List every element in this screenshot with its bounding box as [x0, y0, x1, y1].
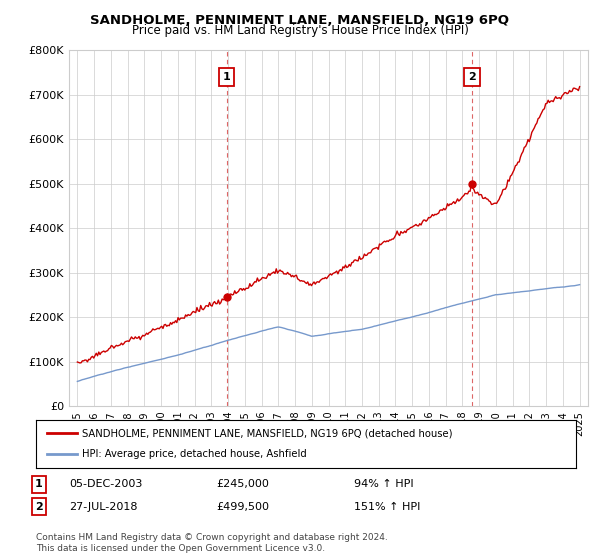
Text: 05-DEC-2003: 05-DEC-2003 — [69, 479, 142, 489]
Text: £245,000: £245,000 — [216, 479, 269, 489]
Text: 94% ↑ HPI: 94% ↑ HPI — [354, 479, 413, 489]
Text: 2: 2 — [468, 72, 476, 82]
Text: 1: 1 — [223, 72, 230, 82]
Text: Contains HM Land Registry data © Crown copyright and database right 2024.
This d: Contains HM Land Registry data © Crown c… — [36, 533, 388, 553]
Text: 27-JUL-2018: 27-JUL-2018 — [69, 502, 137, 512]
Text: £499,500: £499,500 — [216, 502, 269, 512]
Text: 1: 1 — [35, 479, 43, 489]
Text: 151% ↑ HPI: 151% ↑ HPI — [354, 502, 421, 512]
Text: HPI: Average price, detached house, Ashfield: HPI: Average price, detached house, Ashf… — [82, 449, 307, 459]
Text: 2: 2 — [35, 502, 43, 512]
Text: SANDHOLME, PENNIMENT LANE, MANSFIELD, NG19 6PQ: SANDHOLME, PENNIMENT LANE, MANSFIELD, NG… — [91, 14, 509, 27]
Text: SANDHOLME, PENNIMENT LANE, MANSFIELD, NG19 6PQ (detached house): SANDHOLME, PENNIMENT LANE, MANSFIELD, NG… — [82, 428, 452, 438]
Text: Price paid vs. HM Land Registry's House Price Index (HPI): Price paid vs. HM Land Registry's House … — [131, 24, 469, 37]
